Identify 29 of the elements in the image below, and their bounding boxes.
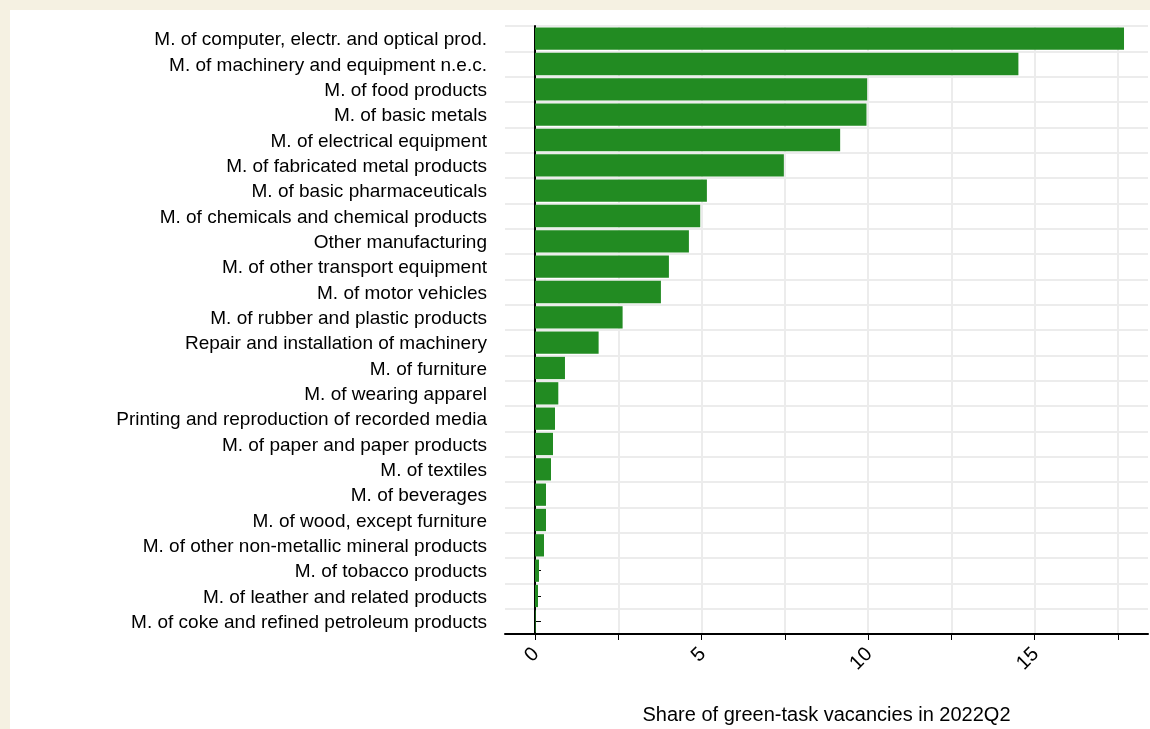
x-axis-title: Share of green-task vacancies in 2022Q2 xyxy=(642,703,1011,725)
y-tick-label: M. of wood, except furniture xyxy=(252,509,487,531)
x-tick-label: 0 xyxy=(519,642,543,666)
y-tick-label: M. of other transport equipment xyxy=(221,256,488,278)
y-tick-label: Repair and installation of machinery xyxy=(184,332,488,354)
y-tick-label: M. of leather and related products xyxy=(202,585,487,607)
x-tick-label: 15 xyxy=(1011,642,1043,674)
y-tick-label: M. of basic pharmaceuticals xyxy=(251,180,487,202)
y-tick-label: M. of coke and refined petroleum products xyxy=(131,610,487,632)
y-tick-label: M. of paper and paper products xyxy=(221,433,487,455)
x-tick-label: 10 xyxy=(844,642,876,674)
y-tick-label: M. of motor vehicles xyxy=(317,281,487,303)
x-tick-label: 5 xyxy=(685,642,710,666)
y-tick-label: Other manufacturing xyxy=(313,230,487,252)
y-tick-label: M. of computer, electr. and optical prod. xyxy=(154,28,487,50)
y-tick-label: M. of wearing apparel xyxy=(304,382,487,404)
y-tick-label: M. of beverages xyxy=(350,484,487,506)
y-tick-label: M. of textiles xyxy=(380,458,487,480)
y-tick-label: M. of basic metals xyxy=(333,104,487,126)
y-tick-label: M. of rubber and plastic products xyxy=(210,306,487,328)
y-tick-label: M. of furniture xyxy=(369,357,487,379)
y-tick-label: M. of chemicals and chemical products xyxy=(159,205,487,227)
y-tick-label: M. of fabricated metal products xyxy=(226,154,487,176)
y-tick-label: M. of other non-metallic mineral products xyxy=(142,534,487,556)
y-tick-label: M. of electrical equipment xyxy=(270,129,488,151)
y-tick-label: Printing and reproduction of recorded media xyxy=(116,408,488,430)
y-tick-label: M. of tobacco products xyxy=(294,560,487,582)
y-tick-label: M. of machinery and equipment n.e.c. xyxy=(169,53,487,75)
y-tick-label: M. of food products xyxy=(324,78,487,100)
